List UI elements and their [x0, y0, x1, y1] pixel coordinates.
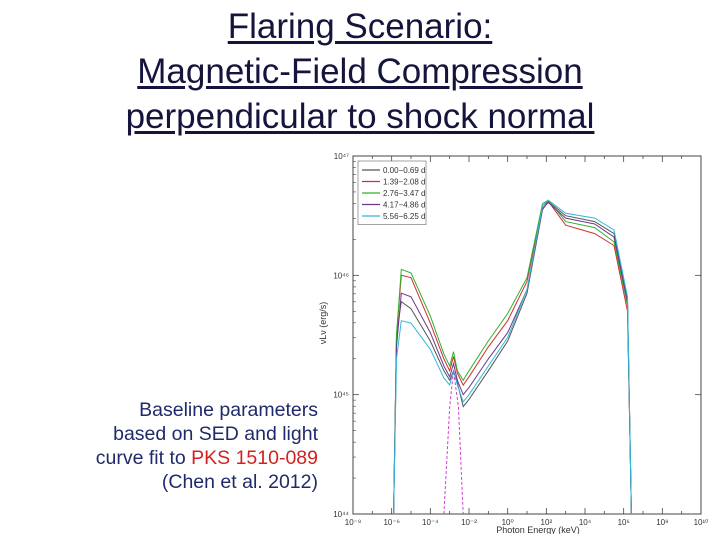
source-name-highlight: PKS 1510-089 — [191, 447, 318, 469]
title-line-3: perpendicular to shock normal — [125, 97, 595, 136]
series-line-5 — [393, 199, 632, 515]
x-tick-label: 10¹⁰ — [694, 518, 709, 527]
x-axis-label: Photon Energy (keV) — [496, 525, 580, 534]
y-axis-label: νLν (erg/s) — [318, 302, 328, 345]
x-tick-label: 10⁻² — [461, 518, 477, 527]
series-line-3 — [393, 199, 632, 515]
series-line-4 — [393, 201, 632, 515]
x-tick-label: 10⁻⁴ — [422, 518, 439, 527]
caption-line-1: Baseline parameters — [139, 399, 318, 421]
y-tick-label: 10⁴⁵ — [333, 391, 349, 400]
legend-label-4: 4.17−4.86 d — [383, 201, 425, 210]
x-tick-label: 10⁻⁶ — [383, 518, 399, 527]
legend-label-2: 1.39−2.08 d — [383, 178, 425, 187]
x-tick-label: 10⁸ — [656, 518, 668, 527]
legend-label-3: 2.76−3.47 d — [383, 189, 425, 198]
caption-line-4: (Chen et al. 2012) — [161, 471, 318, 493]
series-line-6 — [443, 370, 464, 515]
caption-line-3-prefix: curve fit to — [95, 447, 192, 469]
caption-line-3: curve fit to PKS 1510-089 — [20, 446, 318, 470]
slide-title: Flaring Scenario: Magnetic-Field Compres… — [0, 4, 720, 139]
legend-label-1: 0.00−0.69 d — [383, 166, 425, 175]
title-line-1: Flaring Scenario: — [227, 7, 493, 46]
x-tick-label: 10⁻⁸ — [345, 518, 362, 527]
y-tick-label: 10⁴⁷ — [334, 152, 349, 161]
title-line-2: Magnetic-Field Compression — [137, 52, 583, 91]
legend-label-5: 5.56−6.25 d — [383, 212, 425, 221]
sed-chart: 10⁻⁸ 10⁻⁶ 10⁻⁴ 10⁻² 10⁰ 10² 10⁴ 10⁶ 10⁸ 10¹⁰ 10⁴⁴ 1… — [318, 152, 709, 534]
y-tick-label: 10⁴⁴ — [333, 510, 349, 519]
x-tick-label: 10⁰ — [502, 518, 514, 527]
x-tick-label: 10⁴ — [579, 518, 592, 527]
y-tick-label: 10⁴⁶ — [333, 271, 349, 280]
caption-text: Baseline parameters based on SED and lig… — [20, 398, 318, 494]
x-tick-label: 10² — [541, 518, 553, 527]
caption-line-2: based on SED and light — [113, 423, 318, 445]
series-line-1 — [393, 200, 632, 515]
series-line-2 — [393, 200, 632, 515]
x-tick-label: 10⁶ — [618, 518, 630, 527]
